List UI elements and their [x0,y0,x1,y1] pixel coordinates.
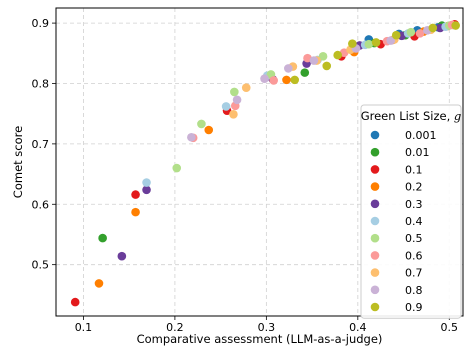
data-point [318,52,328,61]
legend-marker [370,130,380,140]
legend-label: 0.3 [405,198,423,211]
data-point [229,109,238,119]
plot-frame [55,7,464,317]
data-point [386,36,396,45]
data-point [269,76,278,85]
data-point [300,68,310,77]
y-axis-label: Comet score [11,126,25,198]
data-point [98,233,107,243]
data-point [94,279,104,288]
legend-items: 0.001 0.01 0.1 0.2 0.3 0.4 0.5 0.6 0.7 0.8 0.9 [370,129,437,314]
legend-label: 0.01 [405,146,430,159]
data-point [451,21,460,30]
legend-label: 0.9 [405,301,423,314]
y-tick-label: 0.8 [32,77,50,90]
legend-marker [370,199,380,209]
legend-label: 0.7 [405,267,423,280]
data-point [142,185,151,195]
legend-title: Green List Size, g [361,109,462,123]
data-point [117,251,127,261]
y-tick-label: 0.6 [32,198,50,211]
data-point [221,102,231,111]
legend-marker [370,251,380,260]
data-point [371,38,381,47]
y-tick-label: 0.5 [32,259,50,272]
legend-marker [370,268,380,277]
data-point [322,61,332,71]
legend-marker [370,182,380,191]
y-tick-label: 0.9 [32,17,50,30]
data-point [131,190,140,199]
legend-label: 0.001 [405,129,437,142]
data-point [197,119,206,129]
data-point [415,29,425,38]
x-tick-label: 0.1 [75,321,93,334]
data-point [131,207,140,217]
data-point [70,297,80,307]
data-point [391,30,401,40]
x-tick-label: 0.5 [441,321,459,334]
legend-label: 0.8 [405,284,423,297]
data-point [282,75,291,85]
data-point [333,50,342,60]
legend-marker [370,147,380,157]
data-point [187,132,196,142]
legend-label: 0.4 [405,215,423,228]
data-point [260,74,269,83]
data-point [284,64,293,73]
data-point [172,163,182,173]
x-tick-label: 0.4 [349,321,367,334]
legend-label: 0.1 [405,163,423,176]
data-point [142,178,151,187]
y-tick-label: 0.7 [32,138,50,151]
data-point [241,83,251,93]
data-point [406,27,416,37]
x-axis-label: Comparative assessment (LLM-as-a-judge) [137,332,383,346]
data-point [348,39,357,48]
data-point [428,23,438,33]
data-point [232,95,242,105]
legend-marker [370,302,380,312]
data-point [290,75,300,85]
legend-marker [370,285,380,295]
legend-marker [370,216,380,226]
data-point [204,125,214,135]
axis-ticks: 0.1 0.2 0.3 0.4 0.5 0.5 0.6 0.7 0.8 0.9 [32,17,459,334]
data-point [230,87,239,97]
legend-label: 0.6 [405,249,423,262]
legend-box [360,104,462,319]
x-tick-label: 0.3 [258,321,276,334]
x-tick-label: 0.2 [166,321,184,334]
legend-label: 0.2 [405,181,423,194]
legend-label: 0.5 [405,232,423,245]
data-points [70,20,460,307]
data-point [364,39,374,49]
data-point [309,56,319,65]
legend: Green List Size, g 0.001 0.01 0.1 0.2 0.3 0.4… [360,104,462,319]
legend-marker [370,233,380,243]
legend-marker [370,165,380,174]
